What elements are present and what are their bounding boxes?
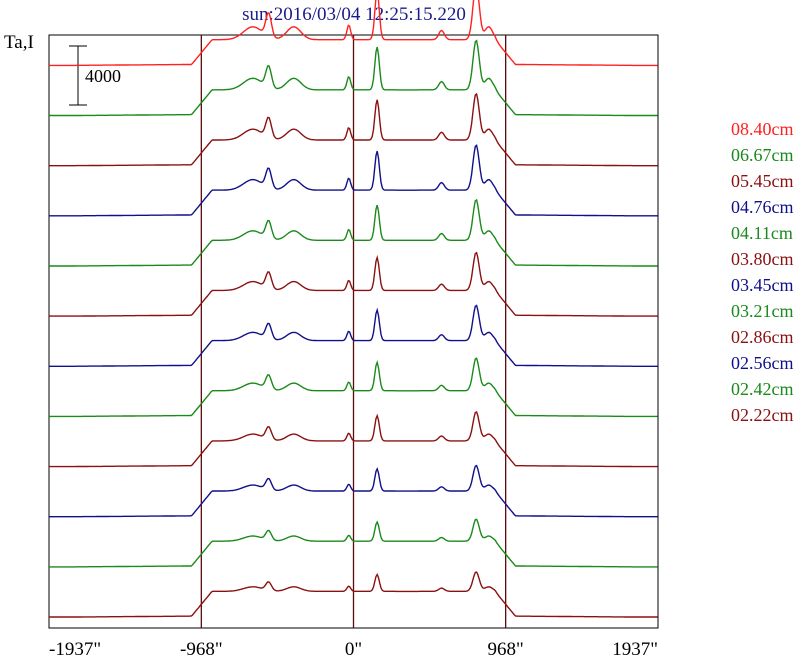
series-line-06.67cm [49, 39, 658, 117]
legend-entry: 04.11cm [731, 223, 793, 243]
x-tick-labels: -1937" -968" 0" 968" 1937" [49, 639, 658, 660]
legend-entry: 05.45cm [731, 171, 794, 191]
series-line-02.56cm [49, 464, 658, 518]
legend-entry: 02.22cm [731, 405, 794, 425]
series-line-03.80cm [49, 251, 658, 317]
y-axis-label: Ta,I [4, 32, 34, 53]
scale-bar-label: 4000 [85, 66, 121, 86]
series-line-03.45cm [49, 304, 658, 367]
legend-entry: 03.80cm [731, 249, 794, 269]
series-line-02.22cm [49, 571, 658, 618]
series-line-08.40cm [49, 0, 658, 67]
x-tick-label: 0" [345, 639, 362, 660]
x-tick-label: 968" [488, 639, 524, 660]
legend-entry: 03.45cm [731, 275, 794, 295]
legend-entry: 02.56cm [731, 353, 794, 373]
series-curves [49, 0, 658, 618]
legend-entry: 02.42cm [731, 379, 794, 399]
series-line-04.76cm [49, 144, 658, 217]
series-line-03.21cm [49, 357, 658, 418]
legend-entry: 08.40cm [731, 119, 794, 139]
legend-entry: 06.67cm [731, 145, 794, 165]
legend: 08.40cm 06.67cm 05.45cm 04.76cm 04.11cm 03.80… [731, 119, 794, 425]
legend-entry: 03.21cm [731, 301, 794, 321]
chart-title: sun:2016/03/04 12:25:15.220 [242, 4, 466, 25]
series-line-04.11cm [49, 198, 658, 267]
legend-entry: 02.86cm [731, 327, 794, 347]
intensity-scale-bar: 4000 [69, 45, 121, 106]
series-line-05.45cm [49, 92, 658, 167]
legend-entry: 04.76cm [731, 197, 794, 217]
x-tick-label: 1937" [612, 639, 658, 660]
vertical-reference-lines [200, 35, 507, 628]
series-line-02.42cm [49, 518, 658, 568]
x-tick-label: -968" [180, 639, 223, 660]
x-tick-label: -1937" [49, 639, 101, 660]
series-line-02.86cm [49, 411, 658, 468]
